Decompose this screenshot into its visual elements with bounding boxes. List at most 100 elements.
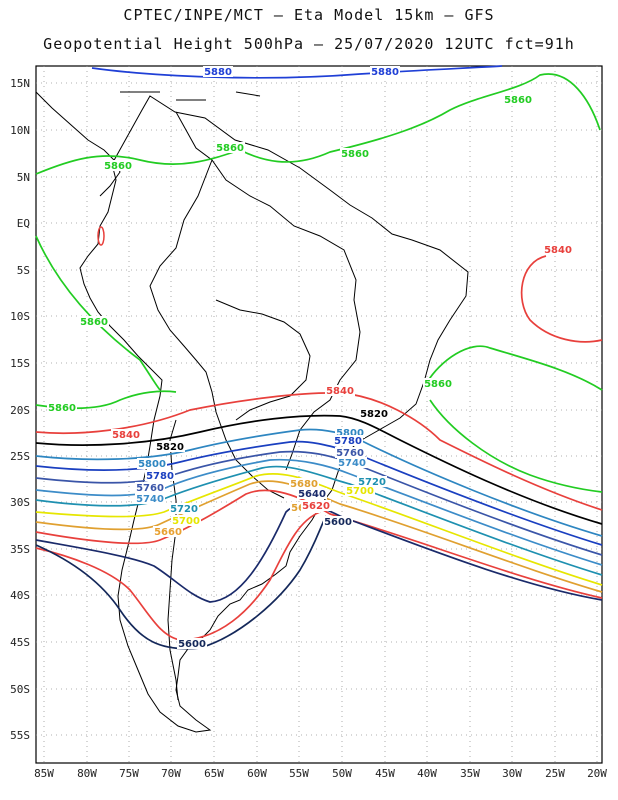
lon-tick-label: 45W: [375, 767, 395, 780]
contour-label-bg: [370, 66, 400, 77]
contour-5660: [35, 489, 603, 599]
contour-label-bg: [155, 441, 185, 452]
contour-5780: [35, 440, 603, 546]
contour-label: 5860: [48, 403, 76, 414]
contour-lines: [35, 65, 603, 650]
contour-label-bg: [357, 476, 387, 487]
contour-label-bg: [203, 66, 233, 77]
contour-label-bg: [177, 638, 207, 649]
lat-tick-label: 25S: [10, 450, 30, 463]
contour-5680: [35, 480, 603, 593]
lat-tick-label: 5S: [17, 264, 30, 277]
contour-label: 5740: [338, 458, 366, 469]
contour-label-bg: [337, 457, 367, 468]
lat-tick-label: 15S: [10, 357, 30, 370]
lat-tick-label: EQ: [17, 217, 30, 230]
contour-label-bg: [301, 500, 331, 511]
lon-tick-label: 30W: [502, 767, 522, 780]
contour-label-bg: [137, 458, 167, 469]
contour-label: 5840: [544, 245, 572, 256]
contour-label: 5840: [112, 430, 140, 441]
lon-tick-label: 20W: [587, 767, 607, 780]
contour-label-bg: [340, 148, 370, 159]
contour-label: 5700: [346, 486, 374, 497]
lat-tick-label: 50S: [10, 683, 30, 696]
lon-tick-label: 50W: [332, 767, 352, 780]
south-america-coastline: [79, 95, 469, 733]
contour-label: 5820: [156, 442, 184, 453]
contour-5640: [35, 503, 603, 603]
contour-label: 5860: [216, 143, 244, 154]
contour-label: 5880: [204, 67, 232, 78]
contour-label: 5800: [336, 428, 364, 439]
longitude-tick-labels: 85W 80W 75W 70W 65W 60W 55W 50W 45W 40W 35W 30W 25W 2…: [34, 767, 607, 780]
contour-label-bg: [103, 160, 133, 171]
contour-5700: [35, 472, 603, 586]
contour-label: 5720: [170, 504, 198, 515]
lon-tick-label: 75W: [119, 767, 139, 780]
contour-label: 5800: [138, 459, 166, 470]
contour-label: 5780: [146, 471, 174, 482]
contour-labels: 5880 5880 5860 5860 5860 5860 5860 5860 5860 5840…: [47, 66, 573, 650]
contour-label-bg: [111, 429, 141, 440]
contour-label-bg: [359, 408, 389, 419]
contour-label: 5860: [504, 95, 532, 106]
contour-label: 5860: [104, 161, 132, 172]
lon-tick-label: 80W: [77, 767, 97, 780]
contour-label-bg: [335, 447, 365, 458]
country-borders: [149, 111, 361, 701]
contour-label: 5620: [302, 501, 330, 512]
lon-tick-label: 55W: [289, 767, 309, 780]
contour-5820: [35, 414, 603, 525]
coastlines: [35, 91, 469, 733]
contour-5860: [35, 235, 161, 391]
contour-label-bg: [325, 385, 355, 396]
contour-label-bg: [171, 515, 201, 526]
contour-label: 5660: [154, 527, 182, 538]
contour-label: 5860: [80, 317, 108, 328]
contour-label: 5840: [326, 386, 354, 397]
map-title: CPTEC/INPE/MCT – Eta Model 15km – GFS: [123, 6, 495, 24]
contour-5840: [520, 255, 603, 343]
contour-label: 5700: [172, 516, 200, 527]
contour-label-bg: [169, 503, 199, 514]
lat-tick-label: 10S: [10, 310, 30, 323]
lat-tick-label: 45S: [10, 636, 30, 649]
central-america-coastline: [35, 91, 121, 197]
contour-label-bg: [345, 485, 375, 496]
lon-tick-label: 35W: [460, 767, 480, 780]
contour-label-bg: [503, 94, 533, 105]
contour-label-bg: [543, 244, 573, 255]
lat-tick-label: 30S: [10, 496, 30, 509]
caribbean-islands: [120, 91, 261, 101]
lat-tick-label: 35S: [10, 543, 30, 556]
contour-label-bg: [333, 435, 363, 446]
lon-tick-label: 25W: [545, 767, 565, 780]
lat-tick-label: 15N: [10, 77, 30, 90]
map-subtitle: Geopotential Height 500hPa – 25/07/2020 …: [43, 35, 575, 53]
lat-tick-label: 40S: [10, 589, 30, 602]
contour-label-bg: [423, 378, 453, 389]
contour-label-bg: [215, 142, 245, 153]
contour-label: 5680: [290, 479, 318, 490]
contour-label: 5760: [136, 483, 164, 494]
contour-label-bg: [135, 493, 165, 504]
contour-label-bg: [135, 482, 165, 493]
contour-5860: [35, 73, 601, 175]
contour-label-bg: [289, 478, 319, 489]
contour-label: 5740: [136, 494, 164, 505]
lon-tick-label: 60W: [247, 767, 267, 780]
contour-label: 5820: [360, 409, 388, 420]
contour-label: 5640: [298, 489, 326, 500]
latitude-tick-labels: 15N 10N 5N EQ 5S 10S 15S 20S 25S 30S 35S 40S 45S 50S 5…: [10, 77, 30, 742]
contour-label-bg: [79, 316, 109, 327]
contour-5760: [35, 450, 603, 556]
contour-label: 5720: [358, 477, 386, 488]
lat-tick-label: 10N: [10, 124, 30, 137]
lon-tick-label: 70W: [161, 767, 181, 780]
contour-label: 5860: [341, 149, 369, 160]
contour-label: 5860: [424, 379, 452, 390]
lat-tick-label: 20S: [10, 404, 30, 417]
contour-label: 5780: [334, 436, 362, 447]
